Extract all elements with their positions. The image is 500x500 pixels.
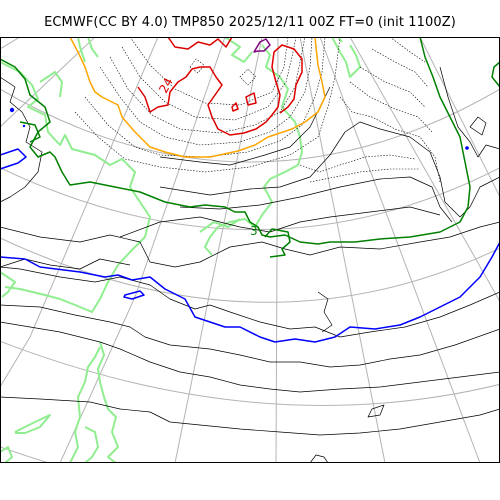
blue-speck [465, 146, 469, 150]
coastline [14, 414, 51, 434]
isotherm-orange [69, 37, 326, 158]
blue-isotherms [0, 148, 500, 343]
isotherm-thin [0, 321, 500, 393]
coastline [204, 44, 303, 256]
meridian-line [0, 37, 21, 50]
isotherm-thin [469, 116, 487, 136]
meridian-line [174, 37, 263, 463]
coastline [84, 426, 99, 463]
isotherm-dotted [371, 48, 429, 88]
isotherm-thin [367, 404, 385, 418]
graticule [0, 37, 500, 463]
dotted-isotherms [74, 37, 441, 183]
isotherm-red [231, 102, 239, 112]
isotherm-red [245, 92, 257, 106]
isotherm-thin [0, 304, 500, 368]
isotherm-green [491, 61, 500, 88]
parallel-line [0, 446, 51, 463]
parallel-line [0, 237, 500, 303]
isotherm-thin [179, 176, 453, 223]
temperature-map: 24 3 [0, 37, 500, 463]
isotherm-thin [119, 206, 441, 238]
isotherm-dotted [339, 96, 441, 183]
isotherm-dotted [359, 66, 426, 108]
isotherm-thin [439, 66, 500, 158]
isotherm-thin [0, 266, 500, 338]
red-isotherms [137, 37, 303, 136]
coastline [0, 61, 151, 313]
isotherm-blue [0, 241, 500, 343]
isotherm-thin [309, 454, 329, 463]
isotherm-dotted [389, 37, 426, 63]
orange-isotherms [69, 37, 326, 158]
isotherm-green [0, 37, 471, 245]
isotherm-dotted [129, 37, 289, 106]
isotherm-dotted [309, 168, 420, 183]
blue-specks [9, 107, 469, 150]
coastline [69, 346, 101, 463]
isotherm-blue [123, 290, 145, 300]
isotherm-dotted [99, 37, 313, 146]
isotherm-dotted [84, 37, 326, 158]
isotherm-dotted [189, 58, 205, 74]
isotherm-thin [0, 221, 500, 268]
parallel-line [0, 166, 500, 231]
coastline [39, 71, 63, 98]
meridian-line [59, 37, 226, 463]
isotherm-blue [0, 148, 27, 170]
isotherm-thin [317, 291, 333, 333]
meridian-line [319, 37, 481, 463]
coastline [97, 341, 119, 463]
green-isotherms [0, 37, 500, 258]
coastline [331, 37, 361, 78]
coastline [0, 446, 13, 463]
coastline [87, 37, 99, 58]
parallel-line [0, 340, 500, 406]
meridian-line [299, 37, 386, 463]
isotherm-green [19, 121, 41, 143]
isotherm-thin [0, 76, 43, 203]
map-title: ECMWF(CC BY 4.0) TMP850 2025/12/11 00Z F… [44, 15, 456, 30]
isotherm-thin [0, 396, 500, 436]
isotherm-red [167, 37, 233, 50]
isotherm-thin [159, 121, 500, 218]
isotherm-dotted [109, 37, 306, 134]
contour-label: 24 [156, 75, 176, 95]
coastlines [0, 37, 361, 463]
meridian-line [0, 37, 159, 388]
blue-speck [9, 107, 15, 113]
meridian-line [349, 37, 500, 303]
meridian-line [0, 37, 96, 128]
coastline [0, 271, 16, 298]
isotherm-dotted [74, 37, 341, 173]
purple-isotherms [253, 38, 271, 53]
coastline [199, 218, 241, 233]
isotherm-red [137, 44, 303, 136]
blue-speck [22, 124, 26, 128]
map-background [0, 37, 500, 463]
coastline [224, 37, 253, 63]
parallel-line [0, 88, 500, 163]
coastline [77, 37, 86, 63]
thin-isotherms [0, 66, 500, 463]
contour-label: 3 [250, 224, 258, 238]
meridian-line [419, 37, 500, 199]
isotherm-thin [0, 258, 131, 270]
isotherm-green [264, 228, 291, 258]
isotherm-purple [253, 38, 271, 53]
